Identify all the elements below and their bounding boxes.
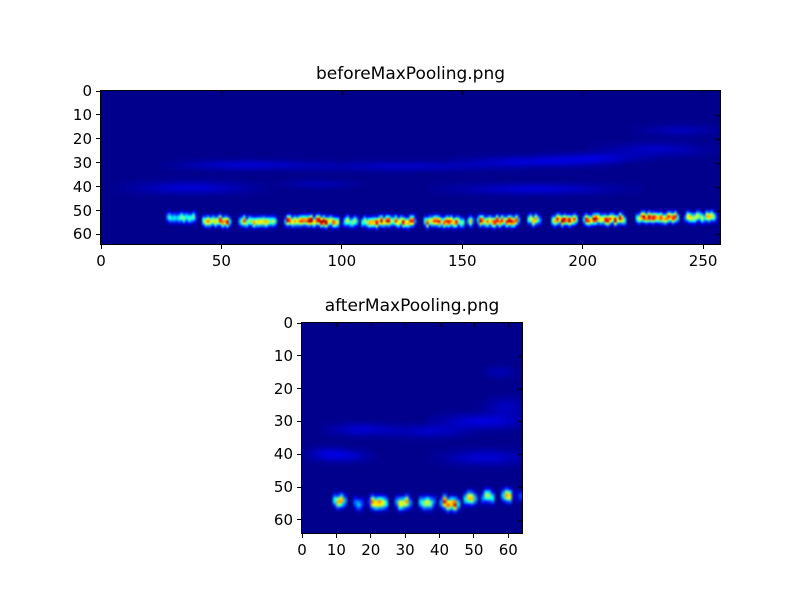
x-tick-label: 150 bbox=[447, 252, 477, 270]
y-tick-label: 0 bbox=[283, 314, 293, 332]
x-tick-mark bbox=[507, 534, 509, 538]
y-tick-label: 60 bbox=[72, 225, 92, 244]
x-tick-mark bbox=[220, 245, 222, 249]
heatmap-image-after-max-pooling bbox=[301, 322, 523, 534]
y-tick-mark bbox=[297, 420, 301, 422]
y-tick-label: 10 bbox=[273, 346, 293, 365]
x-tick-mark bbox=[582, 245, 584, 249]
y-tick-label: 50 bbox=[273, 478, 293, 497]
x-tick-mark bbox=[473, 534, 475, 538]
y-tick-mark bbox=[297, 486, 301, 488]
y-tick-mark bbox=[297, 355, 301, 357]
y-tick-mark bbox=[297, 519, 301, 521]
y-tick-mark bbox=[96, 210, 100, 212]
x-tick-mark bbox=[439, 534, 440, 538]
y-tick-label: 0 bbox=[82, 82, 92, 100]
heatmap-image-before-max-pooling bbox=[100, 90, 721, 245]
y-tick-mark bbox=[96, 114, 100, 116]
x-tick-mark bbox=[341, 245, 343, 249]
y-tick-mark bbox=[297, 453, 301, 455]
x-tick-mark bbox=[335, 534, 337, 538]
y-tick-label: 20 bbox=[72, 129, 92, 148]
x-tick-label: 50 bbox=[211, 252, 231, 270]
x-tick-label: 20 bbox=[361, 541, 381, 559]
y-tick-label: 40 bbox=[273, 445, 293, 464]
y-tick-mark bbox=[297, 388, 301, 390]
x-tick-mark bbox=[370, 534, 372, 538]
x-tick-label: 200 bbox=[568, 252, 598, 270]
x-tick-label: 0 bbox=[96, 252, 106, 270]
y-tick-label: 60 bbox=[273, 510, 293, 529]
plot-title-before-max-pooling: beforeMaxPooling.png bbox=[315, 64, 506, 84]
x-tick-mark bbox=[461, 245, 463, 249]
x-tick-label: 0 bbox=[297, 541, 307, 559]
x-tick-label: 60 bbox=[498, 541, 518, 559]
y-tick-mark bbox=[96, 162, 100, 164]
x-tick-label: 100 bbox=[327, 252, 357, 270]
y-tick-label: 10 bbox=[72, 105, 92, 124]
x-tick-label: 30 bbox=[395, 541, 415, 559]
y-tick-label: 40 bbox=[72, 177, 92, 196]
x-tick-mark bbox=[702, 245, 704, 249]
x-tick-label: 50 bbox=[464, 541, 484, 559]
y-tick-label: 50 bbox=[72, 201, 92, 220]
x-tick-label: 250 bbox=[688, 252, 718, 270]
y-tick-mark bbox=[96, 138, 100, 140]
x-tick-mark bbox=[404, 534, 406, 538]
x-tick-mark bbox=[100, 245, 102, 249]
y-tick-label: 30 bbox=[273, 412, 293, 431]
y-tick-mark bbox=[297, 322, 301, 324]
y-tick-mark bbox=[96, 90, 100, 92]
x-tick-label: 40 bbox=[429, 541, 450, 559]
x-tick-label: 10 bbox=[326, 541, 346, 559]
y-tick-mark bbox=[96, 233, 100, 235]
x-tick-mark bbox=[301, 534, 303, 538]
plot-title-after-max-pooling: afterMaxPooling.png bbox=[324, 296, 500, 316]
y-tick-label: 30 bbox=[72, 153, 92, 172]
y-tick-label: 20 bbox=[273, 379, 293, 398]
y-tick-mark bbox=[96, 186, 100, 188]
